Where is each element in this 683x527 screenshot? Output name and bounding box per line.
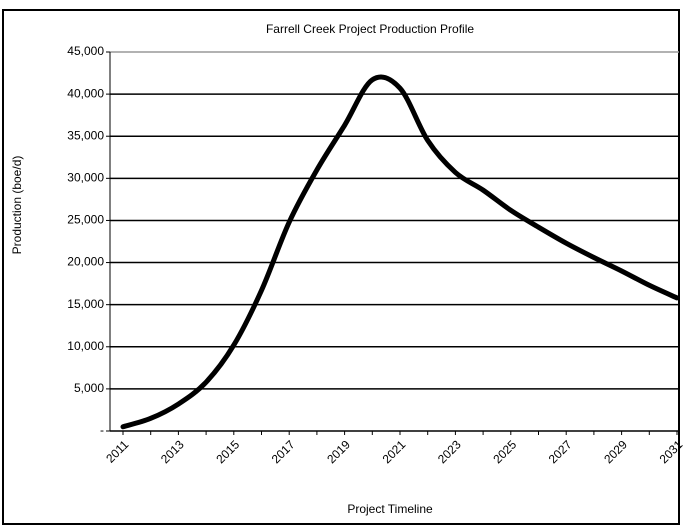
chart-title: Farrell Creek Project Production Profile xyxy=(266,22,474,36)
x-axis-title: Project Timeline xyxy=(347,502,433,516)
y-axis-title: Production (boe/d) xyxy=(10,156,24,255)
y-tick-label: - xyxy=(100,423,104,437)
x-tick-label: 2013 xyxy=(158,437,187,466)
x-tick-label: 2025 xyxy=(490,437,519,466)
y-tick-label: 30,000 xyxy=(67,171,104,185)
x-tick-label: 2029 xyxy=(601,437,630,466)
y-tick-label: 25,000 xyxy=(67,213,104,227)
y-tick-label: 15,000 xyxy=(67,297,104,311)
x-tick-label: 2011 xyxy=(103,437,131,465)
frame xyxy=(2,9,680,525)
y-tick-label: 20,000 xyxy=(67,255,104,269)
y-tick-label: 45,000 xyxy=(67,44,104,58)
x-tick-label: 2015 xyxy=(213,437,242,466)
x-tick-label: 2017 xyxy=(269,437,298,466)
x-tick-label: 2027 xyxy=(546,437,575,466)
y-tick-label: 10,000 xyxy=(67,339,104,353)
data-line xyxy=(120,74,680,430)
y-tick-label: 40,000 xyxy=(67,86,104,100)
x-tick-label: 2019 xyxy=(324,437,353,466)
y-tick-label: 5,000 xyxy=(74,381,104,395)
y-tick-label: 35,000 xyxy=(67,128,104,142)
x-tick-label: 2023 xyxy=(435,437,464,466)
x-tick-label: 2021 xyxy=(380,437,409,466)
